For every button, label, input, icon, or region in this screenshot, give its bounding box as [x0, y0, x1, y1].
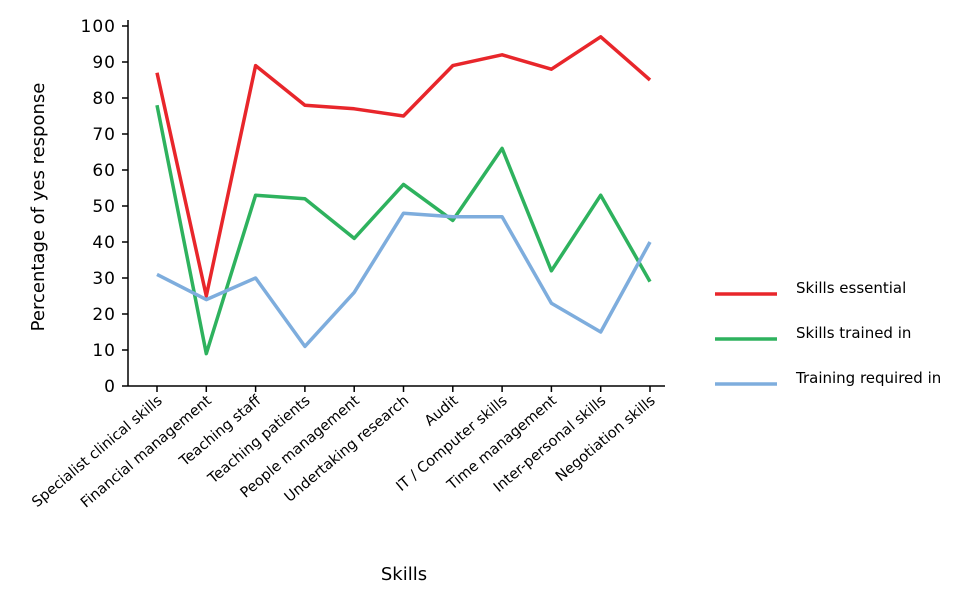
y-tick-label: 40	[92, 233, 116, 253]
legend-label-skills-essential: Skills essential	[796, 279, 906, 297]
y-tick-label: 10	[92, 341, 116, 361]
y-tick-label: 30	[92, 269, 116, 289]
y-tick-label: 50	[92, 197, 116, 217]
y-tick-label: 100	[81, 17, 116, 37]
y-tick-label: 70	[92, 125, 116, 145]
y-tick-label: 90	[92, 53, 116, 73]
y-tick-label: 60	[92, 161, 116, 181]
series-line-training-required-in	[156, 211, 652, 349]
series-line-skills-trained-in	[155, 104, 652, 356]
y-tick-label: 20	[92, 305, 116, 325]
axes	[127, 20, 665, 387]
x-tick-label: Audit	[422, 393, 462, 430]
legend-label-skills-trained-in: Skills trained in	[796, 324, 911, 342]
y-ticks: 0 10 20 30 40 50 60 70 80 90 100	[81, 17, 128, 397]
legend-label-training-required-in: Training required in	[795, 369, 941, 387]
series-line-skills-essential	[155, 35, 652, 298]
y-axis-title: Percentage of yes response	[28, 83, 49, 332]
x-axis-title: Skills	[381, 564, 427, 585]
legend: Skills essential Skills trained in Trainin…	[715, 279, 941, 387]
y-tick-label: 80	[92, 89, 116, 109]
series-lines	[155, 35, 652, 356]
x-tick-label: Teaching staff	[176, 392, 265, 470]
y-tick-label: 0	[104, 377, 116, 397]
